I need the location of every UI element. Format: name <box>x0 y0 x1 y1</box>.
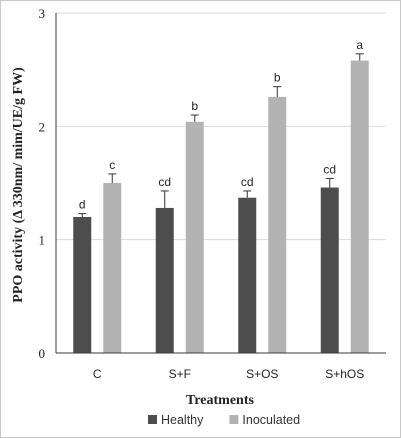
significance-label-healthy-0: d <box>79 198 86 212</box>
significance-label-healthy-3: cd <box>323 162 336 176</box>
significance-label-healthy-1: cd <box>158 175 171 189</box>
bar-healthy-splushos <box>320 187 339 353</box>
bar-inoculated-splushos <box>350 60 369 353</box>
bar-healthy-splusos <box>238 197 257 353</box>
axes <box>55 13 386 354</box>
x-axis-title: Treatments <box>186 393 254 408</box>
x-category-label-2: S+OS <box>246 367 278 381</box>
x-category-label-3: S+hOS <box>325 367 364 381</box>
bar-inoculated-splusf <box>185 121 204 353</box>
significance-label-inoculated-3: a <box>356 38 363 52</box>
significance-label-inoculated-0: c <box>109 158 115 172</box>
significance-label-inoculated-1: b <box>191 99 198 113</box>
y-tick-label-0: 0 <box>39 346 46 361</box>
labels: 0 1 2 3 d c Ccd b S+F cd b S+OS cd a S+hOS <box>39 6 365 381</box>
significance-label-inoculated-2: b <box>274 71 281 85</box>
y-tick-label-2: 2 <box>39 119 46 134</box>
x-category-label-0: C <box>93 367 102 381</box>
bar-inoculated-c <box>103 183 122 353</box>
legend-label-healthy: Healthy <box>161 413 204 427</box>
legend-swatch-healthy <box>148 415 157 424</box>
bar-healthy-c <box>73 217 92 353</box>
y-axis-title: PPO activity (Δ 330nm/ mim/UE/g FW) <box>11 67 26 303</box>
bar-inoculated-splusos <box>268 96 287 353</box>
legend-label-inoculated: Inoculated <box>242 413 300 427</box>
significance-label-healthy-2: cd <box>241 175 254 189</box>
y-tick-label-1: 1 <box>39 233 46 248</box>
x-category-label-1: S+F <box>169 367 191 381</box>
bars <box>73 53 369 353</box>
y-tick-label-3: 3 <box>39 6 46 21</box>
legend: Healthy Inoculated <box>148 413 300 427</box>
legend-swatch-inoculated <box>229 415 239 424</box>
bar-healthy-splusf <box>155 207 174 353</box>
